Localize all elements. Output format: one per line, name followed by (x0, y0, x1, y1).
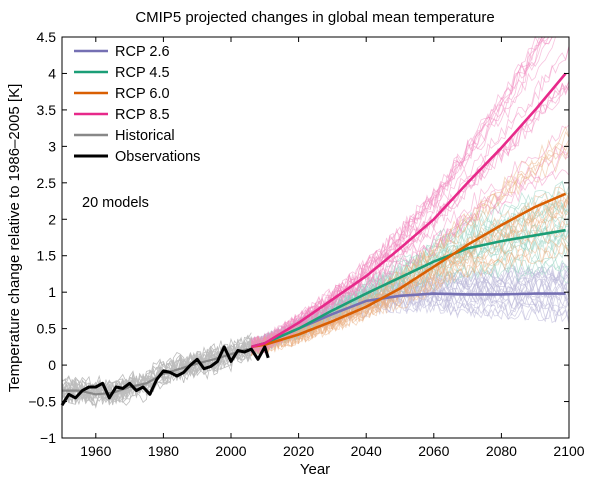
scenario-member-line (250, 124, 570, 354)
scenario-member-line (250, 209, 570, 355)
historical-member-line (61, 335, 252, 402)
y-tick-label: 3.5 (37, 102, 57, 118)
scenario-member-line (250, 139, 570, 356)
scenario-member-line (250, 36, 569, 354)
y-tick-label: 3 (48, 138, 56, 154)
y-axis-label: Temperature change relative to 1986–2005… (6, 84, 23, 393)
y-tick-label: 4.5 (37, 29, 57, 45)
scenario-member-line (250, 36, 569, 353)
series-line-rcp-6-0 (251, 192, 567, 349)
y-tick-label: −0.5 (28, 394, 56, 410)
y-tick-label: 0 (48, 357, 56, 373)
series-line-rcp-8-5 (250, 72, 567, 349)
x-tick-label: 2080 (486, 443, 517, 459)
plot-frame (61, 36, 570, 439)
legend-label-observations: Observations (115, 149, 200, 165)
chart-title: CMIP5 projected changes in global mean t… (135, 9, 494, 26)
legend-label-rcp-6-0: RCP 6.0 (115, 86, 170, 102)
x-tick-label: 2100 (553, 443, 584, 459)
historical-member-line (61, 334, 252, 399)
series-line-rcp-4-5 (250, 228, 566, 349)
ticks-layer: 1960 1980 2000 2020 2040 2060 2080 2100 −1 −0.5 0 0… (28, 29, 584, 459)
x-axis-label: Year (300, 461, 330, 478)
y-tick-label: 4 (48, 65, 56, 81)
y-tick-label: 1 (48, 284, 56, 300)
scenario-member-line (250, 144, 570, 354)
y-tick-label: −1 (40, 430, 56, 446)
x-tick-label: 1980 (148, 443, 179, 459)
x-tick-label: 1960 (80, 443, 111, 459)
scenario-member-line (250, 142, 570, 356)
legend-label-rcp-2-6: RCP 2.6 (115, 44, 170, 60)
series-line-observations (60, 345, 270, 406)
series-line-historical (62, 348, 249, 396)
scenario-member-line (251, 46, 570, 349)
y-tick-label: 1.5 (37, 248, 57, 264)
legend-label-historical: Historical (115, 128, 175, 144)
x-tick-label: 2060 (418, 443, 449, 459)
y-tick-label: 2 (48, 211, 56, 227)
series-layer (60, 72, 567, 406)
legend-label-rcp-8-5: RCP 8.5 (115, 107, 170, 123)
model-count-annotation: 20 models (82, 195, 149, 211)
scenario-member-line (250, 198, 570, 356)
x-tick-label: 2020 (283, 443, 314, 459)
legend: RCP 2.6 RCP 4.5 RCP 6.0 RCP 8.5 Historical Ob… (74, 44, 200, 165)
x-tick-label: 2040 (351, 443, 382, 459)
scenario-member-line (250, 36, 569, 355)
y-tick-label: 2.5 (37, 175, 57, 191)
x-tick-label: 2000 (215, 443, 246, 459)
legend-label-rcp-4-5: RCP 4.5 (115, 65, 170, 81)
y-tick-label: 0.5 (37, 321, 57, 337)
